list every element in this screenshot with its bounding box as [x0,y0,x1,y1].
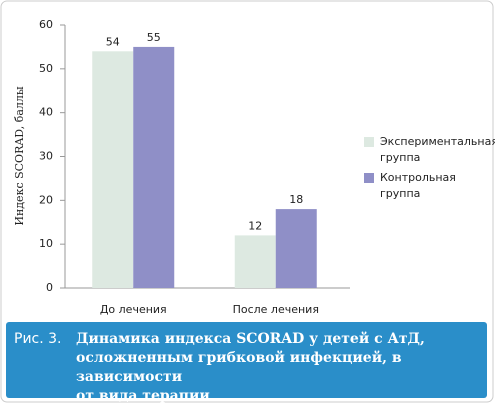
legend: Экспериментальная группа Контрольная груп… [364,134,495,206]
bar [275,209,317,288]
bar [92,51,134,288]
bar [234,235,276,288]
value-label: 18 [289,193,303,206]
caption-line: осложненным грибковой инфекцией, в завис… [76,350,402,385]
y-tick-label: 10 [39,237,53,250]
y-tick-label: 30 [39,150,53,163]
caption-line: от вида терапии [76,388,210,404]
caption: Рис. 3. Динамика индекса SCORAD у детей … [6,322,487,404]
legend-label: Контрольная группа [380,171,456,200]
y-tick-label: 0 [46,281,53,294]
y-tick-label: 60 [39,18,53,31]
y-axis-label: Индекс SCORAD, баллы [13,86,26,226]
caption-line: Динамика индекса SCORAD у детей с АтД, [76,331,425,347]
x-tick-label: До лечения [100,303,167,316]
legend-swatch [364,137,374,147]
value-label: 54 [106,35,120,48]
legend-item: Экспериментальная группа [364,134,495,166]
legend-swatch [364,173,374,183]
value-label: 55 [147,31,161,44]
y-tick-label: 20 [39,193,53,206]
value-label: 12 [248,219,262,232]
y-tick-label: 40 [39,106,53,119]
y-tick-label: 50 [39,62,53,75]
bar [133,46,175,288]
legend-item: Контрольная группа [364,170,494,202]
caption-text: Динамика индекса SCORAD у детей с АтД, ос… [76,330,487,404]
legend-label: Экспериментальная группа [380,135,495,164]
caption-label: Рис. 3. [14,331,62,347]
x-tick-label: После лечения [233,303,319,316]
